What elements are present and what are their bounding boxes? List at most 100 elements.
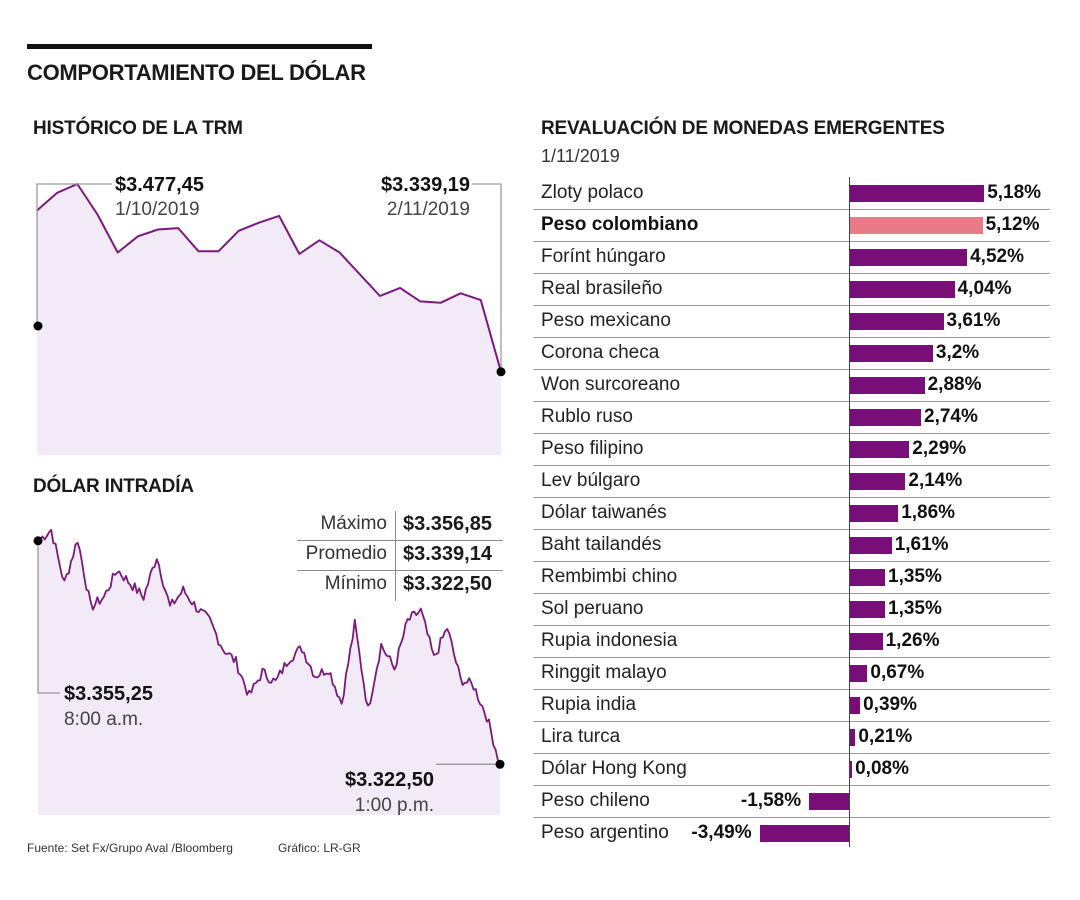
bar-value-label: 4,04% bbox=[957, 278, 1012, 299]
bar-value-label: 1,35% bbox=[888, 566, 942, 587]
bar-category-label: Corona checa bbox=[541, 342, 660, 363]
row-divider bbox=[533, 689, 1050, 690]
trm-chart-title: HISTÓRICO DE LA TRM bbox=[33, 118, 243, 139]
bar bbox=[850, 729, 856, 746]
bar-category-label: Rupia india bbox=[541, 694, 637, 715]
bar-value-label: 0,39% bbox=[863, 694, 917, 715]
trm-start-date: 1/10/2019 bbox=[115, 199, 200, 220]
bar bbox=[850, 665, 868, 682]
bar bbox=[850, 217, 983, 234]
zero-axis bbox=[849, 177, 850, 847]
intraday-start-marker bbox=[33, 536, 43, 546]
row-divider bbox=[533, 593, 1050, 594]
bar-value-label: 0,08% bbox=[855, 758, 909, 779]
bar bbox=[850, 697, 861, 714]
bar-value-label: 4,52% bbox=[970, 246, 1024, 267]
intraday-area-chart bbox=[33, 528, 505, 815]
bar bbox=[850, 473, 906, 490]
row-divider bbox=[533, 785, 1050, 786]
intraday-area-fill bbox=[38, 529, 500, 815]
trm-start-marker bbox=[33, 321, 43, 331]
bar-value-label: 1,86% bbox=[901, 502, 956, 523]
stats-value-mean: $3.339,14 bbox=[403, 543, 492, 565]
bar-value-label: 1,61% bbox=[894, 534, 949, 555]
bar-category-label: Peso mexicano bbox=[541, 310, 671, 331]
bar bbox=[850, 761, 853, 778]
bar-value-label: -3,49% bbox=[691, 822, 752, 843]
intraday-end-time: 1:00 p.m. bbox=[354, 795, 434, 816]
graphic-credit: Gráfico: LR-GR bbox=[278, 841, 361, 855]
revaluation-date: 1/11/2019 bbox=[541, 146, 620, 166]
stats-label-mean: Promedio bbox=[305, 543, 387, 564]
bar bbox=[850, 409, 921, 426]
bar-category-label: Ringgit malayo bbox=[541, 662, 667, 683]
trm-end-marker bbox=[496, 367, 506, 377]
bar bbox=[850, 537, 892, 554]
bar-category-label: Peso filipino bbox=[541, 438, 644, 459]
row-divider bbox=[533, 465, 1050, 466]
intraday-start-connector bbox=[37, 540, 60, 694]
trm-line bbox=[36, 183, 502, 373]
bar-value-label: 3,61% bbox=[946, 310, 1001, 331]
row-divider bbox=[533, 529, 1050, 530]
bar-value-label: 1,35% bbox=[888, 598, 942, 619]
bar-value-label: 5,18% bbox=[987, 182, 1042, 203]
bar bbox=[850, 281, 955, 298]
bar-value-label: 0,21% bbox=[858, 726, 913, 747]
stats-value-min: $3.322,50 bbox=[403, 573, 492, 595]
intraday-end-value: $3.322,50 bbox=[345, 769, 434, 791]
stats-divider bbox=[297, 570, 503, 571]
bar bbox=[850, 569, 885, 586]
bar-category-label: Rembimbi chino bbox=[541, 566, 678, 587]
revaluation-chart-title: REVALUACIÓN DE MONEDAS EMERGENTES bbox=[541, 118, 945, 139]
bar-value-label: 2,14% bbox=[908, 470, 963, 491]
trm-area-fill bbox=[37, 184, 501, 455]
trm-end-date: 2/11/2019 bbox=[386, 199, 470, 220]
bar-value-label: 3,2% bbox=[935, 342, 980, 363]
bar-value-label: -1,58% bbox=[740, 790, 802, 811]
bar bbox=[809, 793, 850, 810]
bar-value-label: 2,74% bbox=[924, 406, 978, 427]
bar bbox=[759, 825, 850, 842]
bar bbox=[850, 345, 933, 362]
bar-category-label: Zloty polaco bbox=[541, 182, 644, 203]
bar-category-label: Rublo ruso bbox=[541, 406, 633, 427]
stats-label-min: Mínimo bbox=[324, 573, 387, 594]
header-rule bbox=[27, 44, 372, 49]
row-divider bbox=[533, 753, 1050, 754]
bar bbox=[850, 633, 883, 650]
bar-value-label: 2,88% bbox=[927, 374, 982, 395]
intraday-chart-title: DÓLAR INTRADÍA bbox=[33, 476, 194, 497]
bar bbox=[850, 601, 885, 618]
intraday-line bbox=[37, 528, 501, 765]
trm-area-chart bbox=[33, 183, 506, 455]
bar-value-label: 1,26% bbox=[885, 630, 940, 651]
source-note: Fuente: Set Fx/Grupo Aval /Bloomberg bbox=[27, 841, 233, 855]
row-divider bbox=[533, 625, 1050, 626]
intraday-stats-table: Máximo $3.356,85 Promedio $3.339,14 Míni… bbox=[297, 511, 507, 603]
intraday-end-marker bbox=[495, 759, 505, 769]
intraday-start-time: 8:00 a.m. bbox=[64, 709, 144, 730]
bar-category-label: Forínt húngaro bbox=[541, 246, 666, 267]
row-divider bbox=[533, 561, 1050, 562]
row-divider bbox=[533, 369, 1050, 370]
bar-category-label: Rupia indonesia bbox=[541, 630, 678, 651]
row-divider bbox=[533, 817, 1050, 818]
trm-start-connector bbox=[36, 183, 112, 326]
bar-category-label: Peso chileno bbox=[541, 790, 650, 811]
row-divider bbox=[533, 433, 1050, 434]
bar-category-label: Peso colombiano bbox=[541, 214, 699, 235]
intraday-start-value: $3.355,25 bbox=[64, 683, 153, 705]
bar-category-label: Baht tailandés bbox=[541, 534, 662, 555]
stats-divider bbox=[297, 540, 503, 541]
bar-category-label: Won surcoreano bbox=[541, 374, 681, 395]
trm-end-connector bbox=[472, 183, 502, 372]
stats-label-max: Máximo bbox=[320, 513, 387, 534]
bar-value-label: 2,29% bbox=[912, 438, 967, 459]
bar-category-label: Lira turca bbox=[541, 726, 621, 747]
row-divider bbox=[533, 657, 1050, 658]
bar bbox=[850, 249, 968, 266]
row-divider bbox=[533, 721, 1050, 722]
row-divider bbox=[533, 497, 1050, 498]
